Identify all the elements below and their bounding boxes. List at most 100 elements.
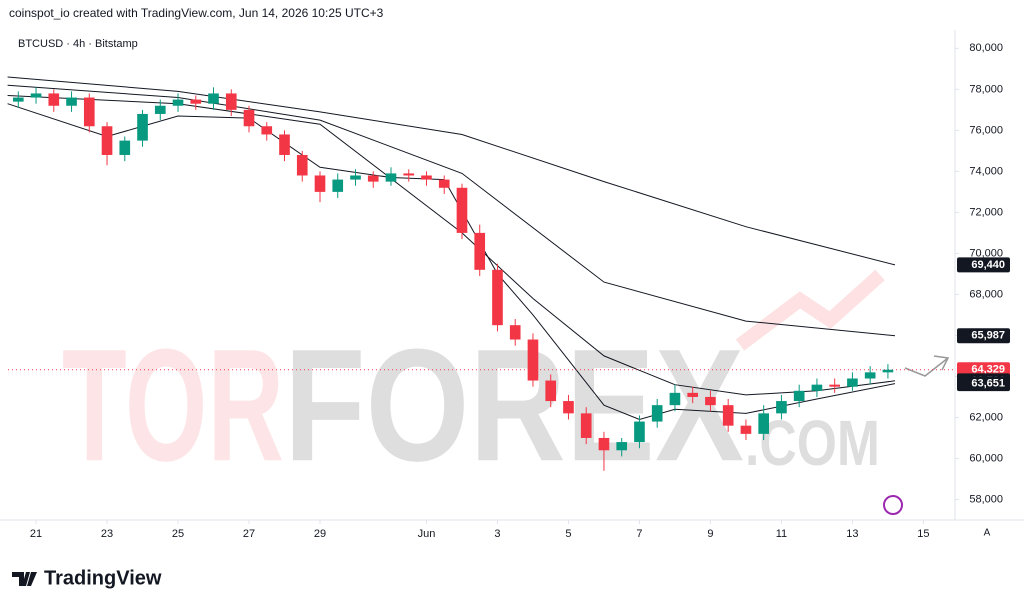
candle [279, 130, 290, 162]
x-tick-label: 5 [565, 528, 571, 540]
x-tick-label: 15 [917, 528, 929, 540]
candle-body [740, 425, 752, 434]
candle-body [616, 442, 628, 451]
candle [456, 183, 468, 240]
candle [314, 171, 326, 203]
candle [119, 136, 131, 162]
y-tick-label: 62,000 [969, 411, 1003, 423]
candle [30, 87, 42, 104]
candle-body [296, 154, 308, 176]
x-tick-label: 13 [846, 528, 858, 540]
candle [137, 109, 148, 147]
watermark-arrow [735, 269, 885, 351]
candle [722, 399, 734, 432]
candle [332, 173, 344, 199]
candle-body [563, 401, 574, 414]
x-tick-label: 7 [636, 528, 642, 540]
candle-body [722, 405, 734, 426]
candle-body [350, 175, 361, 180]
candle [403, 169, 415, 182]
candle-body [847, 378, 858, 387]
candle [208, 87, 219, 110]
candle [48, 89, 60, 112]
y-tick-label: 68,000 [969, 288, 1003, 300]
x-tick-label: Jun [418, 528, 436, 540]
y-tick-label: 78,000 [969, 83, 1003, 95]
x-tick-label: 25 [172, 528, 184, 540]
candle [474, 224, 486, 276]
candle-body [101, 126, 113, 155]
candle [12, 91, 24, 108]
brand: TradingView [44, 567, 162, 589]
auto-scale-button[interactable]: A [984, 528, 991, 539]
candle [864, 366, 876, 385]
candle-body [705, 396, 716, 406]
arrow [904, 355, 950, 377]
candle-body [492, 269, 503, 326]
candle [154, 99, 166, 121]
x-tick-label: 29 [314, 528, 326, 540]
candle [705, 390, 716, 412]
candle [225, 89, 237, 117]
candle-body [687, 392, 699, 397]
candle [829, 378, 840, 393]
candle [527, 333, 539, 387]
candle-body [421, 175, 432, 180]
candle [66, 91, 77, 112]
candle [243, 105, 255, 133]
candle-body [758, 413, 770, 434]
candle [634, 415, 645, 449]
candle-body [225, 93, 237, 110]
candle-body [651, 405, 663, 422]
candle-body [385, 173, 397, 182]
candle-body [137, 113, 148, 141]
candle-body [48, 93, 60, 106]
candle-body [279, 134, 290, 155]
candle-body [243, 109, 255, 127]
event-icon[interactable] [883, 495, 903, 515]
y-tick-label: 74,000 [969, 165, 1003, 177]
attribution: coinspot_io created with TradingView.com… [9, 6, 384, 20]
candle [651, 399, 663, 428]
candle [438, 175, 450, 194]
candle [740, 419, 752, 441]
candle-body [190, 99, 202, 104]
candle [793, 384, 805, 408]
candle-body [12, 97, 24, 102]
price-tag [957, 328, 1010, 344]
x-tick-label: 3 [494, 528, 500, 540]
candle-body [261, 126, 273, 135]
candle [669, 384, 681, 412]
price-tag-label: 65,987 [971, 330, 1005, 342]
candle-body [172, 99, 184, 106]
price-tag [957, 376, 1010, 392]
candle [385, 167, 397, 186]
logo: TradingView [12, 567, 162, 589]
y-tick-label: 60,000 [969, 452, 1003, 464]
candle [616, 437, 628, 457]
candle-body [864, 372, 876, 379]
candle [261, 122, 273, 141]
candle [687, 386, 699, 404]
candle [492, 263, 503, 332]
candle [421, 171, 432, 186]
candle-body [509, 325, 521, 340]
candle-body [545, 380, 557, 402]
candle [563, 394, 574, 420]
candle-body [527, 339, 539, 381]
x-tick-label: 27 [243, 528, 255, 540]
y-tick-label: 76,000 [969, 124, 1003, 136]
x-tick-label: 9 [707, 528, 713, 540]
candle [811, 378, 823, 397]
price-tag [957, 257, 1010, 273]
candle [296, 150, 308, 182]
candle-body [119, 140, 131, 155]
candle-body [474, 232, 486, 270]
x-tick-label: 23 [101, 528, 113, 540]
candle-body [634, 421, 645, 443]
candle [776, 394, 787, 420]
candle-body [776, 401, 787, 414]
candle [882, 364, 894, 379]
